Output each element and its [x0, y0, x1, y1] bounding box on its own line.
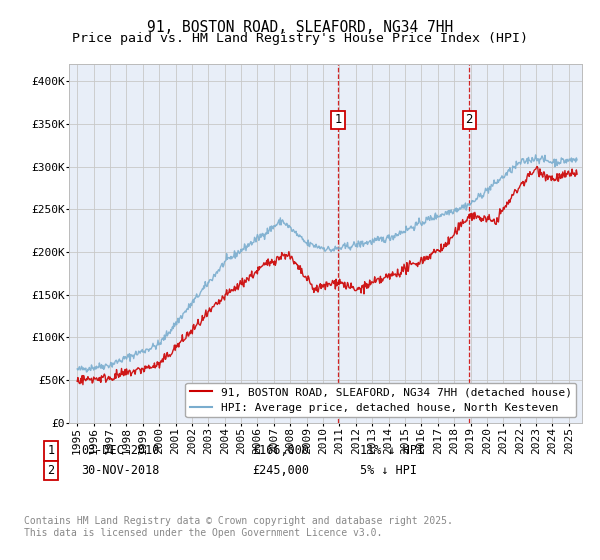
- Text: 2: 2: [47, 464, 55, 477]
- Text: 1: 1: [47, 444, 55, 458]
- Text: £245,000: £245,000: [252, 464, 309, 477]
- Text: 2: 2: [466, 114, 473, 127]
- Text: 11% ↓ HPI: 11% ↓ HPI: [360, 444, 424, 458]
- Text: 30-NOV-2018: 30-NOV-2018: [81, 464, 160, 477]
- Legend: 91, BOSTON ROAD, SLEAFORD, NG34 7HH (detached house), HPI: Average price, detach: 91, BOSTON ROAD, SLEAFORD, NG34 7HH (det…: [185, 383, 577, 417]
- Text: £166,000: £166,000: [252, 444, 309, 458]
- Text: 1: 1: [334, 114, 342, 127]
- Text: Contains HM Land Registry data © Crown copyright and database right 2025.
This d: Contains HM Land Registry data © Crown c…: [24, 516, 453, 538]
- Text: 91, BOSTON ROAD, SLEAFORD, NG34 7HH: 91, BOSTON ROAD, SLEAFORD, NG34 7HH: [147, 20, 453, 35]
- Text: 03-DEC-2010: 03-DEC-2010: [81, 444, 160, 458]
- Text: 5% ↓ HPI: 5% ↓ HPI: [360, 464, 417, 477]
- Text: Price paid vs. HM Land Registry's House Price Index (HPI): Price paid vs. HM Land Registry's House …: [72, 32, 528, 45]
